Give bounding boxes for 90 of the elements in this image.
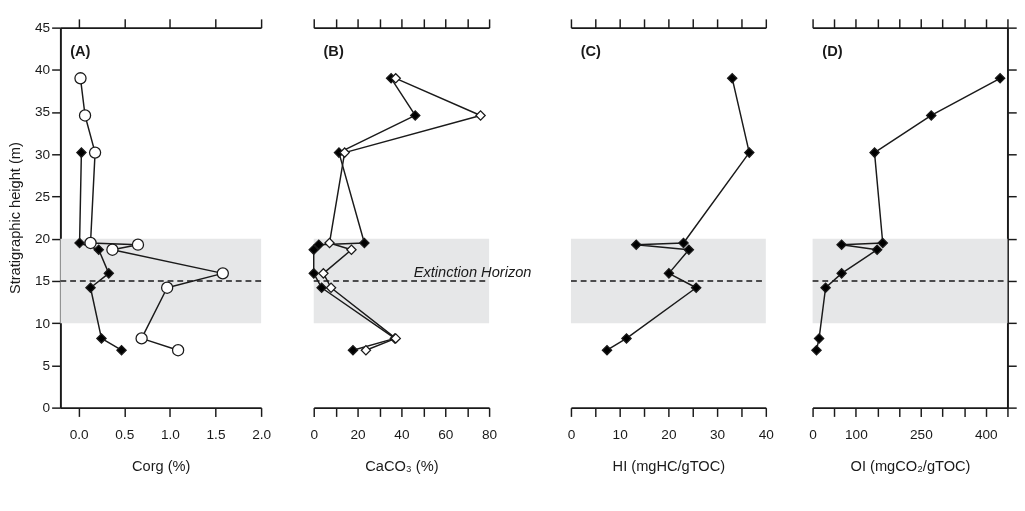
point [131,238,145,251]
x-tick-label: 40 [758,427,775,443]
point [74,237,85,249]
point [869,147,880,158]
y-tick-label: 35 [35,104,51,120]
x-tick-label: 0 [809,427,818,443]
x-tick-label: 0 [310,427,319,443]
x-axis-title: CaCO₃ (%) [365,458,439,475]
point [744,147,755,158]
x-tick-label: 2.0 [252,427,272,443]
x-tick-label: 400 [974,427,999,443]
point [836,239,847,250]
x-tick-label: 60 [438,427,454,443]
point [663,268,675,279]
y-tick-label: 20 [35,231,51,247]
y-axis-title: Stratigraphic height (m) [7,142,24,295]
y-tick-label: 10 [35,315,51,331]
point [630,239,642,250]
ref-line-label: Extinction Horizon [413,264,532,281]
text: (A) [70,42,91,59]
point [359,237,370,249]
point [925,110,937,121]
point [683,244,695,255]
point [78,109,92,122]
x-tick-label: 30 [710,427,726,443]
point [871,244,883,255]
point [360,344,372,356]
x-tick-label: 20 [350,427,367,443]
point [346,244,357,255]
point [475,110,486,121]
point [994,73,1006,84]
point [308,268,319,279]
y-tick-label: 40 [35,62,51,78]
point [135,332,148,345]
point [74,72,87,85]
text: (B) [323,42,344,59]
point [390,73,401,84]
point [318,268,329,279]
x-tick-label: 250 [909,427,934,443]
point [96,333,107,344]
point [820,282,831,293]
point [88,146,102,159]
y-tick-label: 25 [35,188,51,204]
x-tick-label: 100 [845,427,869,443]
point [160,281,174,294]
point [836,268,847,279]
x-tick-label: 0.0 [69,427,90,443]
text: (C) [580,42,602,59]
x-tick-label: 1.0 [160,427,181,443]
x-tick-label: 1.5 [206,427,226,443]
point [339,147,350,158]
text: (D) [822,42,843,59]
x-axis-title: HI (mgHC/gTOC) [612,458,726,475]
point [116,344,127,356]
point [813,333,825,344]
y-tick-label: 15 [35,273,51,289]
point [216,267,229,280]
point [76,147,87,158]
point [601,344,613,356]
point [324,237,335,249]
x-tick-label: 20 [661,427,677,443]
x-tick-label: 0 [567,427,576,443]
point [690,282,702,293]
y-tick-label: 45 [35,20,51,36]
point [313,239,325,250]
point [103,268,115,279]
point [621,333,632,344]
x-tick-label: 80 [482,427,498,443]
point [308,244,319,255]
point [93,244,104,255]
x-axis-title: OI (mgCO₂/gTOC) [850,458,971,475]
y-tick-label: 30 [35,146,51,162]
point [316,282,327,293]
point [347,344,359,356]
point [171,344,185,357]
point [325,282,337,293]
point [84,236,97,250]
y-tick-label: 5 [42,357,51,373]
x-tick-label: 10 [612,427,629,443]
point [85,282,96,293]
y-tick-label: 0 [42,400,51,416]
x-axis-title: Corg (%) [132,458,191,475]
point [811,344,822,356]
point [678,237,689,249]
x-tick-label: 0.5 [115,427,135,443]
point [106,243,119,256]
point [877,237,889,249]
point [409,110,421,121]
x-tick-label: 40 [394,427,410,443]
point [726,73,738,84]
